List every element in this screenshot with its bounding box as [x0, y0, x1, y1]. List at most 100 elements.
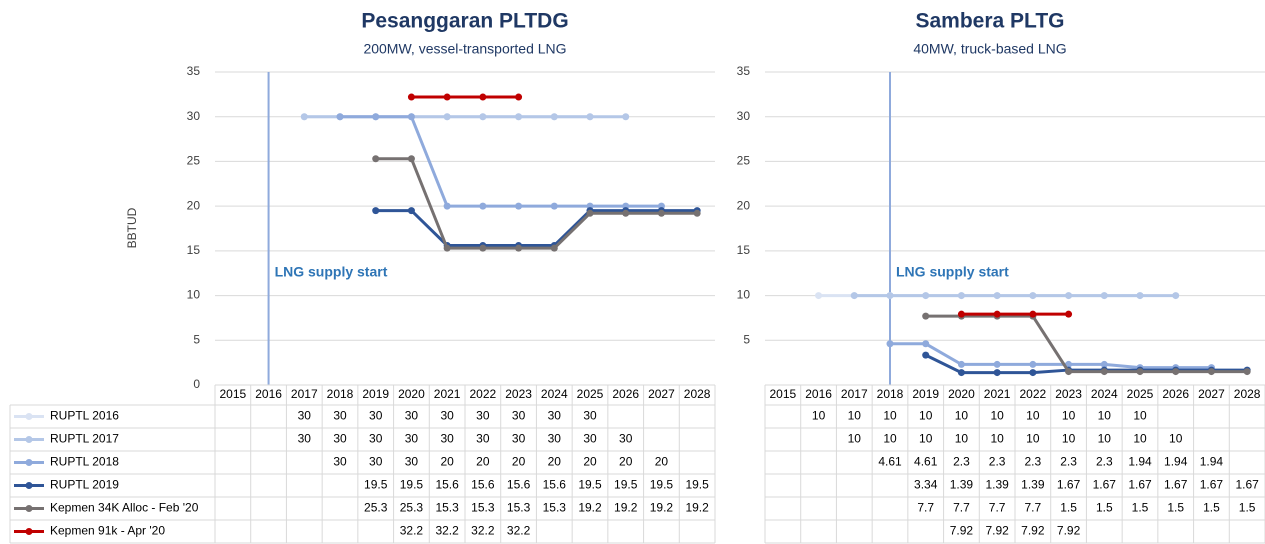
y-axis-label: BBTUD [125, 207, 139, 248]
y-tick-label: 10 [737, 288, 751, 302]
x-tick-label: 2022 [1020, 387, 1047, 401]
series-marker [407, 113, 415, 121]
series-marker [479, 113, 487, 121]
series-marker [479, 244, 487, 252]
table-cell: 10 [883, 432, 897, 446]
legend-swatch [25, 459, 33, 466]
series-marker [515, 202, 523, 210]
chart-title: Sambera PLTG [916, 10, 1065, 33]
series-marker [1065, 292, 1073, 300]
y-tick-label: 25 [187, 154, 201, 168]
table-cell: 25.3 [400, 501, 424, 515]
table-cell: 10 [1169, 432, 1183, 446]
table-cell: 10 [990, 409, 1004, 423]
series-marker [443, 113, 451, 121]
series-marker [479, 93, 487, 101]
legend-label: RUPTL 2019 [50, 478, 119, 492]
series-marker [1172, 368, 1180, 376]
y-tick-label: 10 [187, 288, 201, 302]
legend-label: RUPTL 2018 [50, 455, 119, 469]
series-marker [1065, 368, 1073, 376]
table-cell: 19.2 [614, 501, 638, 515]
table-cell: 7.7 [989, 501, 1006, 515]
x-tick-label: 2022 [470, 387, 497, 401]
table-cell: 1.94 [1164, 455, 1188, 469]
table-cell: 30 [476, 409, 490, 423]
table-cell: 30 [333, 409, 347, 423]
x-tick-label: 2019 [362, 387, 389, 401]
series-marker [957, 310, 965, 318]
table-cell: 1.5 [1096, 501, 1113, 515]
series-marker [993, 360, 1001, 368]
table-cell: 1.67 [1093, 478, 1117, 492]
table-cell: 10 [919, 432, 933, 446]
legend-label: Kepmen 91k - Apr '20 [50, 524, 165, 538]
series-marker [1136, 292, 1144, 300]
table-cell: 30 [440, 432, 454, 446]
table-cell: 10 [1133, 409, 1147, 423]
table-cell: 1.5 [1203, 501, 1220, 515]
table-cell: 1.5 [1239, 501, 1256, 515]
table-cell: 30 [298, 432, 312, 446]
table-cell: 10 [1026, 409, 1040, 423]
table-cell: 30 [440, 409, 454, 423]
series-marker [515, 113, 523, 121]
table-cell: 1.39 [950, 478, 974, 492]
table-cell: 30 [512, 409, 526, 423]
legend-swatch [25, 482, 33, 489]
series-marker [300, 113, 308, 121]
table-cell: 20 [619, 455, 633, 469]
series-marker [993, 369, 1001, 377]
x-tick-label: 2016 [805, 387, 832, 401]
x-tick-label: 2015 [220, 387, 247, 401]
y-tick-label: 15 [187, 243, 201, 257]
series-marker [693, 209, 701, 217]
table-cell: 10 [1098, 409, 1112, 423]
table-cell: 4.61 [914, 455, 938, 469]
table-cell: 1.67 [1057, 478, 1081, 492]
x-tick-label: 2018 [327, 387, 354, 401]
table-cell: 1.94 [1200, 455, 1224, 469]
series-marker [336, 113, 344, 121]
table-cell: 30 [405, 409, 419, 423]
table-cell: 30 [512, 432, 526, 446]
table-cell: 15.6 [543, 478, 567, 492]
series-marker [850, 292, 858, 300]
x-tick-label: 2023 [1055, 387, 1082, 401]
x-tick-label: 2028 [684, 387, 711, 401]
table-cell: 19.2 [685, 501, 709, 515]
y-tick-label: 20 [187, 198, 201, 212]
table-cell: 20 [548, 455, 562, 469]
series-marker [993, 292, 1001, 300]
x-tick-label: 2023 [505, 387, 532, 401]
table-cell: 19.5 [650, 478, 674, 492]
table-cell: 30 [476, 432, 490, 446]
x-tick-label: 2026 [1162, 387, 1189, 401]
table-cell: 15.3 [471, 501, 495, 515]
x-tick-label: 2016 [255, 387, 282, 401]
table-cell: 30 [369, 432, 383, 446]
series-marker [1172, 292, 1180, 300]
table-cell: 15.3 [543, 501, 567, 515]
series-marker [550, 244, 558, 252]
x-tick-label: 2028 [1234, 387, 1261, 401]
y-tick-label: 30 [187, 109, 201, 123]
x-tick-label: 2017 [841, 387, 868, 401]
table-cell: 15.6 [435, 478, 459, 492]
y-tick-label: 5 [193, 332, 200, 346]
table-cell: 4.61 [878, 455, 902, 469]
series-marker [586, 209, 594, 217]
series-marker [1029, 310, 1037, 318]
table-cell: 1.67 [1128, 478, 1152, 492]
series-marker [443, 244, 451, 252]
table-cell: 1.67 [1200, 478, 1224, 492]
table-cell: 10 [1098, 432, 1112, 446]
table-cell: 15.6 [507, 478, 531, 492]
series-marker [922, 292, 930, 300]
table-cell: 30 [583, 409, 597, 423]
y-tick-label: 15 [737, 243, 751, 257]
y-tick-label: 35 [737, 64, 751, 78]
legend-label: Kepmen 34K Alloc - Feb '20 [50, 501, 199, 515]
table-cell: 2.3 [1096, 455, 1113, 469]
x-tick-label: 2018 [877, 387, 904, 401]
